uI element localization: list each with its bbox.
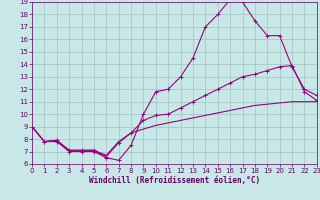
- X-axis label: Windchill (Refroidissement éolien,°C): Windchill (Refroidissement éolien,°C): [89, 176, 260, 185]
